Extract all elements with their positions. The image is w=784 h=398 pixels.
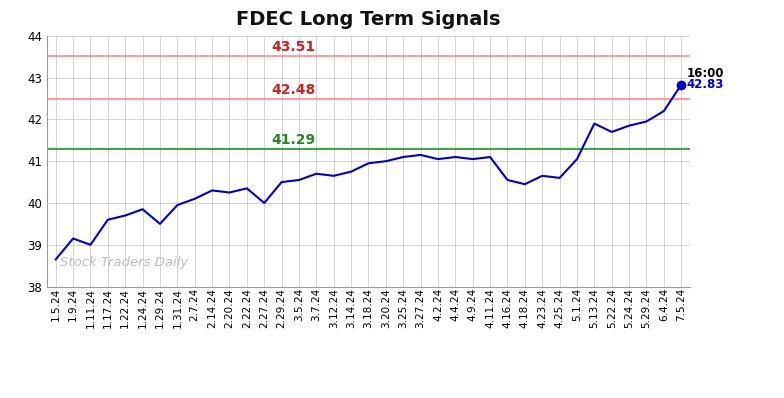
Text: 41.29: 41.29	[271, 133, 316, 146]
Text: 42.83: 42.83	[687, 78, 724, 91]
Text: 16:00: 16:00	[687, 66, 724, 80]
Title: FDEC Long Term Signals: FDEC Long Term Signals	[236, 10, 501, 29]
Text: 43.51: 43.51	[271, 40, 316, 54]
Text: Stock Traders Daily: Stock Traders Daily	[60, 256, 188, 269]
Text: 42.48: 42.48	[271, 83, 316, 97]
